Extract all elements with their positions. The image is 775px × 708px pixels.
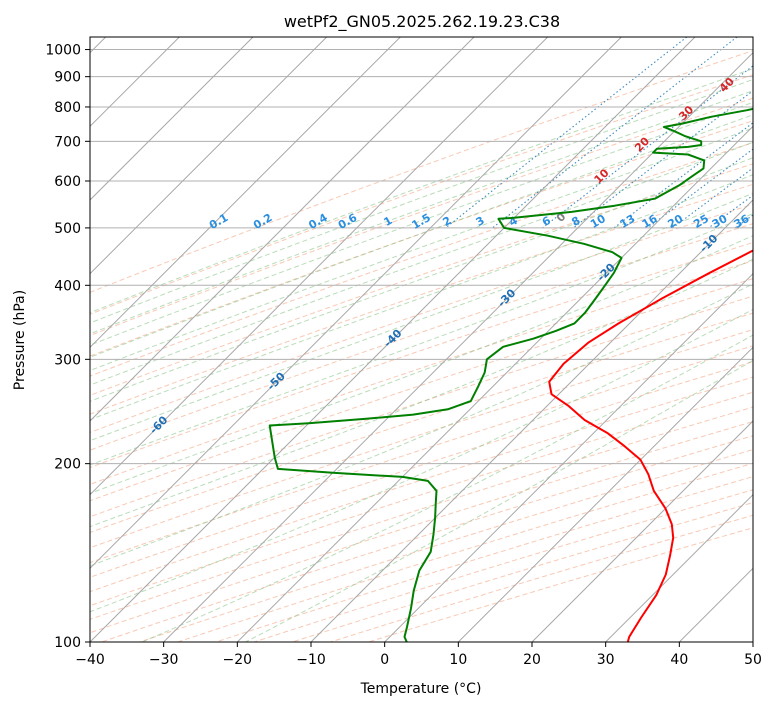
x-tick-label: 10 [449, 652, 467, 668]
plot-frame [89, 36, 754, 643]
isotherm-line [678, 567, 753, 642]
mixing-ratio-label: 8 [569, 214, 582, 229]
isotherm-line [90, 37, 696, 642]
isotherm-line [457, 346, 753, 642]
dry-adiabat [254, 489, 753, 642]
y-tick-label: 900 [54, 70, 81, 86]
x-tick-label: 30 [597, 652, 615, 668]
dry-adiabat [90, 223, 753, 451]
isotherm-line [310, 199, 753, 642]
mixing-ratio-label: 1 [382, 214, 395, 229]
isotherm-line [90, 37, 475, 422]
mixing-ratio-line [613, 122, 753, 229]
y-tick-label: 400 [54, 278, 81, 294]
dry-adiabat [90, 183, 753, 415]
dry-adiabat [215, 476, 753, 642]
axes: −40 −30 −20 −10 0 10 20 30 40 50 1000 900 800 700 600 5… [45, 43, 762, 668]
isotherm-line [384, 272, 753, 642]
dry-adiabat [90, 376, 753, 593]
mixing-ratio-label: 0.4 [306, 211, 330, 232]
moist-adiabat [90, 283, 753, 567]
isotherm-line [90, 37, 622, 570]
moist-adiabat [141, 334, 753, 642]
dry-adiabat [90, 361, 753, 578]
isotherm-line [531, 420, 753, 642]
profile-lines [268, 107, 753, 642]
mixing-ratio-line [492, 37, 738, 229]
dry-adiabat [90, 120, 753, 357]
mixing-ratio-line [672, 167, 753, 229]
moist-adiabat-label: 40 [717, 75, 737, 95]
x-tick-label: −30 [149, 652, 179, 668]
isopleth-labels: -100-90-80-70-60-50-40-30-20-100.10.20.4… [29, 75, 752, 481]
isotherm-line [752, 641, 753, 642]
dry-adiabat [368, 527, 753, 642]
moist-adiabat [90, 235, 753, 494]
moist-adiabat [90, 192, 753, 442]
dry-adiabat [90, 312, 753, 534]
x-tick-label: −40 [75, 652, 105, 668]
dry-adiabat [90, 203, 753, 433]
temperature-profile-line [548, 249, 753, 642]
skewed-isotherms [90, 37, 753, 642]
chart-title: wetPf2_GN05.2025.262.19.23.C38 [284, 12, 560, 32]
y-tick-label: 300 [54, 352, 81, 368]
y-tick-label: 200 [54, 457, 81, 473]
dry-adiabat [90, 329, 753, 549]
moist-adiabat [90, 157, 753, 402]
y-tick-label: 700 [54, 134, 81, 150]
isotherm-line [605, 493, 753, 642]
x-tick-label: 0 [380, 652, 389, 668]
dry-adiabat [177, 462, 753, 642]
dry-adiabat [139, 449, 753, 642]
x-tick-label: 20 [523, 652, 541, 668]
y-tick-label: 800 [54, 100, 81, 116]
dry-adiabat [90, 345, 753, 564]
moist-adiabat [90, 258, 753, 528]
x-tick-label: 40 [670, 652, 688, 668]
y-tick-label: 1000 [45, 43, 81, 59]
mixing-ratio-label: 0.1 [207, 211, 230, 232]
mixing-ratio-label: 2 [440, 214, 453, 229]
isotherm-label: -70 [29, 458, 52, 481]
isotherm-line [90, 37, 328, 275]
y-tick-label: 500 [54, 221, 81, 237]
dry-adiabat [90, 241, 753, 469]
dewpoint-profile-line [268, 107, 753, 642]
dry-adiabat [90, 142, 753, 377]
x-tick-label: −20 [223, 652, 253, 668]
isotherm-line [90, 37, 549, 496]
dry-adiabat [101, 435, 753, 642]
isotherm-line [236, 125, 753, 642]
isotherm-line [163, 51, 753, 642]
mixing-ratio-line [445, 37, 688, 229]
isotherm-line [90, 37, 401, 349]
moist-adiabat [90, 308, 753, 613]
mixing-ratio-line [542, 65, 753, 229]
moist-adiabat-label: 10 [592, 166, 612, 186]
x-tick-label: 50 [744, 652, 762, 668]
moist-adiabat [90, 90, 753, 335]
x-tick-label: −10 [296, 652, 326, 668]
isotherm-line [90, 37, 254, 201]
y-tick-label: 600 [54, 174, 81, 190]
x-axis-title: Temperature (°C) [360, 681, 482, 697]
pressure-gridlines [90, 49, 753, 643]
y-axis-title: Pressure (hPa) [12, 290, 28, 390]
y-tick-label: 100 [54, 635, 81, 651]
mixing-ratio-label: 3 [474, 214, 487, 229]
dry-adiabat [90, 278, 753, 502]
